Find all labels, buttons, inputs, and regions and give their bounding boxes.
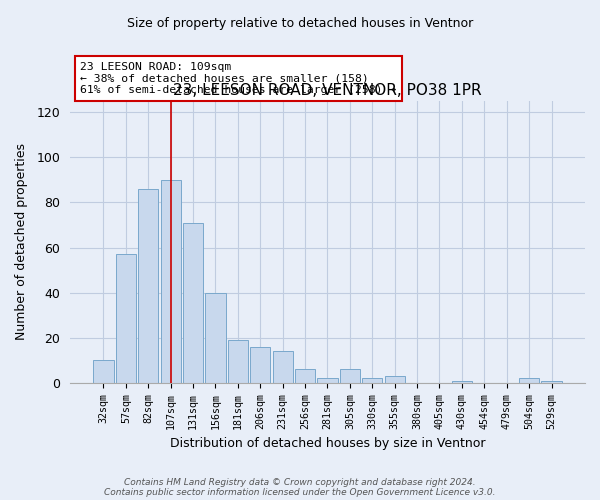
Bar: [541, 380, 562, 383]
Bar: [161, 180, 181, 383]
Bar: [362, 378, 382, 383]
Bar: [340, 370, 360, 383]
Bar: [116, 254, 136, 383]
Bar: [295, 370, 315, 383]
Bar: [452, 380, 472, 383]
X-axis label: Distribution of detached houses by size in Ventnor: Distribution of detached houses by size …: [170, 437, 485, 450]
Bar: [205, 292, 226, 383]
Bar: [138, 189, 158, 383]
Bar: [519, 378, 539, 383]
Bar: [250, 347, 271, 383]
Title: 23, LEESON ROAD, VENTNOR, PO38 1PR: 23, LEESON ROAD, VENTNOR, PO38 1PR: [173, 84, 482, 98]
Bar: [183, 222, 203, 383]
Bar: [385, 376, 405, 383]
Bar: [228, 340, 248, 383]
Text: Contains HM Land Registry data © Crown copyright and database right 2024.
Contai: Contains HM Land Registry data © Crown c…: [104, 478, 496, 497]
Bar: [94, 360, 113, 383]
Bar: [317, 378, 338, 383]
Y-axis label: Number of detached properties: Number of detached properties: [15, 144, 28, 340]
Text: Size of property relative to detached houses in Ventnor: Size of property relative to detached ho…: [127, 18, 473, 30]
Text: 23 LEESON ROAD: 109sqm
← 38% of detached houses are smaller (158)
61% of semi-de: 23 LEESON ROAD: 109sqm ← 38% of detached…: [80, 62, 397, 96]
Bar: [272, 352, 293, 383]
